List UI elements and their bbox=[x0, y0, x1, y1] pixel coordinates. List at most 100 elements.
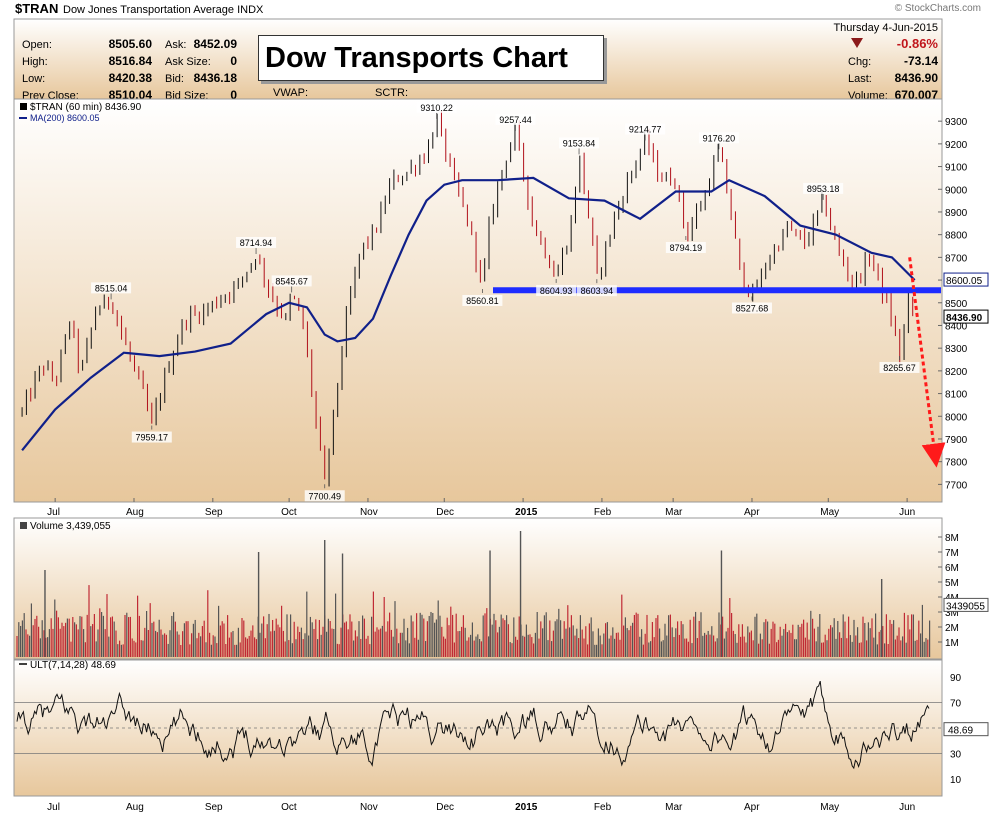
ult-x-tick-label: 2015 bbox=[515, 802, 538, 813]
change-pct: -0.86% bbox=[897, 36, 939, 51]
ult-title: ULT(7,14,28) 48.69 bbox=[30, 660, 116, 671]
ult-x-tick-label: Apr bbox=[744, 802, 760, 813]
annotation-bg bbox=[91, 282, 132, 294]
annotation-label: 9153.84 bbox=[563, 138, 596, 148]
annotation-bg bbox=[731, 302, 772, 314]
annotation-label: 7700.49 bbox=[308, 491, 341, 501]
credit-label: © StockCharts.com bbox=[894, 3, 981, 14]
stat-label: Open: bbox=[22, 39, 52, 51]
ult-x-tick-label: May bbox=[820, 802, 839, 813]
ult-last-tag: 48.69 bbox=[948, 726, 973, 737]
y-tick-label: 9300 bbox=[945, 117, 968, 128]
annotation-bg bbox=[576, 285, 617, 297]
vol-y-tick-label: 7M bbox=[945, 548, 959, 559]
last-value-tag-bg bbox=[943, 272, 989, 287]
ult-tag-bg bbox=[943, 722, 989, 737]
legend-price: $TRAN (60 min) 8436.90 bbox=[30, 102, 142, 113]
ult-x-tick-label: Oct bbox=[281, 802, 297, 813]
volume-tag-bg bbox=[943, 597, 989, 612]
annotation-bg bbox=[416, 101, 457, 113]
legend-ma: MA(200) 8600.05 bbox=[30, 113, 100, 123]
annotation-bg bbox=[698, 132, 739, 144]
ult-y-tick-label: 10 bbox=[950, 775, 962, 786]
ult-x-tick-label: Mar bbox=[665, 802, 683, 813]
stat-label: High: bbox=[22, 56, 48, 68]
vol-y-tick-label: 1M bbox=[945, 638, 959, 649]
annotation-label: 9310.22 bbox=[420, 103, 453, 113]
ma-line bbox=[21, 176, 916, 451]
annotation-label: 8794.19 bbox=[670, 243, 703, 253]
stat-label: Last: bbox=[848, 73, 872, 85]
sctr-label: SCTR: bbox=[375, 87, 408, 99]
x-tick-label: 2015 bbox=[515, 507, 538, 518]
ult-x-tick-label: Sep bbox=[205, 802, 223, 813]
annotation-bg bbox=[131, 431, 172, 443]
stat-value: 8452.09 bbox=[194, 37, 238, 51]
annotation-bg bbox=[879, 361, 920, 373]
stat-value: 8505.60 bbox=[109, 37, 153, 51]
stat-label: Bid: bbox=[165, 73, 184, 85]
volume-legend-swatch bbox=[20, 522, 27, 529]
stat-label: Low: bbox=[22, 73, 45, 85]
ult-x-tick-label: Jul bbox=[47, 802, 60, 813]
annotation-bg bbox=[271, 275, 312, 287]
ult-x-tick-label: Feb bbox=[594, 802, 612, 813]
y-tick-label: 7800 bbox=[945, 458, 968, 469]
annotation-bg bbox=[665, 241, 706, 253]
y-tick-label: 9100 bbox=[945, 163, 968, 174]
annotation-bg bbox=[495, 113, 536, 125]
y-tick-label: 9000 bbox=[945, 185, 968, 196]
annotation-label: 9176.20 bbox=[703, 133, 736, 143]
annotation-bg bbox=[803, 182, 844, 194]
ult-y-tick-label: 30 bbox=[950, 750, 962, 761]
annotation-label: 7959.17 bbox=[136, 433, 169, 443]
volume-title: Volume 3,439,055 bbox=[30, 521, 111, 532]
y-tick-label: 8700 bbox=[945, 253, 968, 264]
ult-x-tick-label: Jun bbox=[899, 802, 915, 813]
annotation-label: 9214.77 bbox=[629, 125, 662, 135]
x-tick-label: May bbox=[820, 507, 839, 518]
stat-label: Ask: bbox=[165, 39, 186, 51]
vwap-label: VWAP: bbox=[273, 87, 308, 99]
stat-value: 8436.90 bbox=[895, 71, 939, 85]
annotation-bg bbox=[304, 490, 345, 502]
x-tick-label: Nov bbox=[360, 507, 378, 518]
symbol-label: $TRAN bbox=[15, 1, 58, 16]
annotation-label: 8604.93 bbox=[540, 286, 573, 296]
annotation-bg bbox=[236, 236, 277, 248]
annotation-label: 8603.94 bbox=[581, 286, 614, 296]
annotation-label: 8527.68 bbox=[736, 303, 769, 313]
ult-x-tick-label: Nov bbox=[360, 802, 378, 813]
x-tick-label: Oct bbox=[281, 507, 297, 518]
y-tick-label: 8800 bbox=[945, 231, 968, 242]
y-tick-label: 8200 bbox=[945, 367, 968, 378]
vol-y-tick-label: 5M bbox=[945, 578, 959, 589]
y-tick-label: 8400 bbox=[945, 321, 968, 332]
annotation-label: 8953.18 bbox=[807, 184, 840, 194]
stat-label: Chg: bbox=[848, 56, 871, 68]
y-tick-label: 7900 bbox=[945, 435, 968, 446]
stat-value: 8420.38 bbox=[109, 71, 153, 85]
annotation-label: 8265.67 bbox=[883, 363, 916, 373]
y-tick-label: 8500 bbox=[945, 299, 968, 310]
annotation-label: 8545.67 bbox=[275, 276, 308, 286]
vol-y-tick-label: 3M bbox=[945, 608, 959, 619]
forecast-arrow bbox=[908, 257, 946, 468]
date-label: Thursday 4-Jun-2015 bbox=[833, 22, 938, 34]
annotation-bg bbox=[559, 137, 600, 149]
annotation-label: 8560.81 bbox=[466, 296, 499, 306]
y-tick-label: 8100 bbox=[945, 390, 968, 401]
last-value-tag: 8436.90 bbox=[946, 313, 983, 324]
annotation-label: 9257.44 bbox=[499, 115, 532, 125]
x-tick-label: Jun bbox=[899, 507, 915, 518]
y-tick-label: 8900 bbox=[945, 208, 968, 219]
stat-value: 8516.84 bbox=[109, 54, 153, 68]
x-tick-label: Sep bbox=[205, 507, 223, 518]
annotation-label: 8515.04 bbox=[95, 283, 128, 293]
stat-value: -73.14 bbox=[904, 54, 938, 68]
ult-y-tick-label: 70 bbox=[950, 698, 962, 709]
annotation-label: 8714.94 bbox=[240, 238, 273, 248]
stat-value: 0 bbox=[230, 88, 237, 102]
volume-last-tag: 3439055 bbox=[946, 601, 985, 612]
